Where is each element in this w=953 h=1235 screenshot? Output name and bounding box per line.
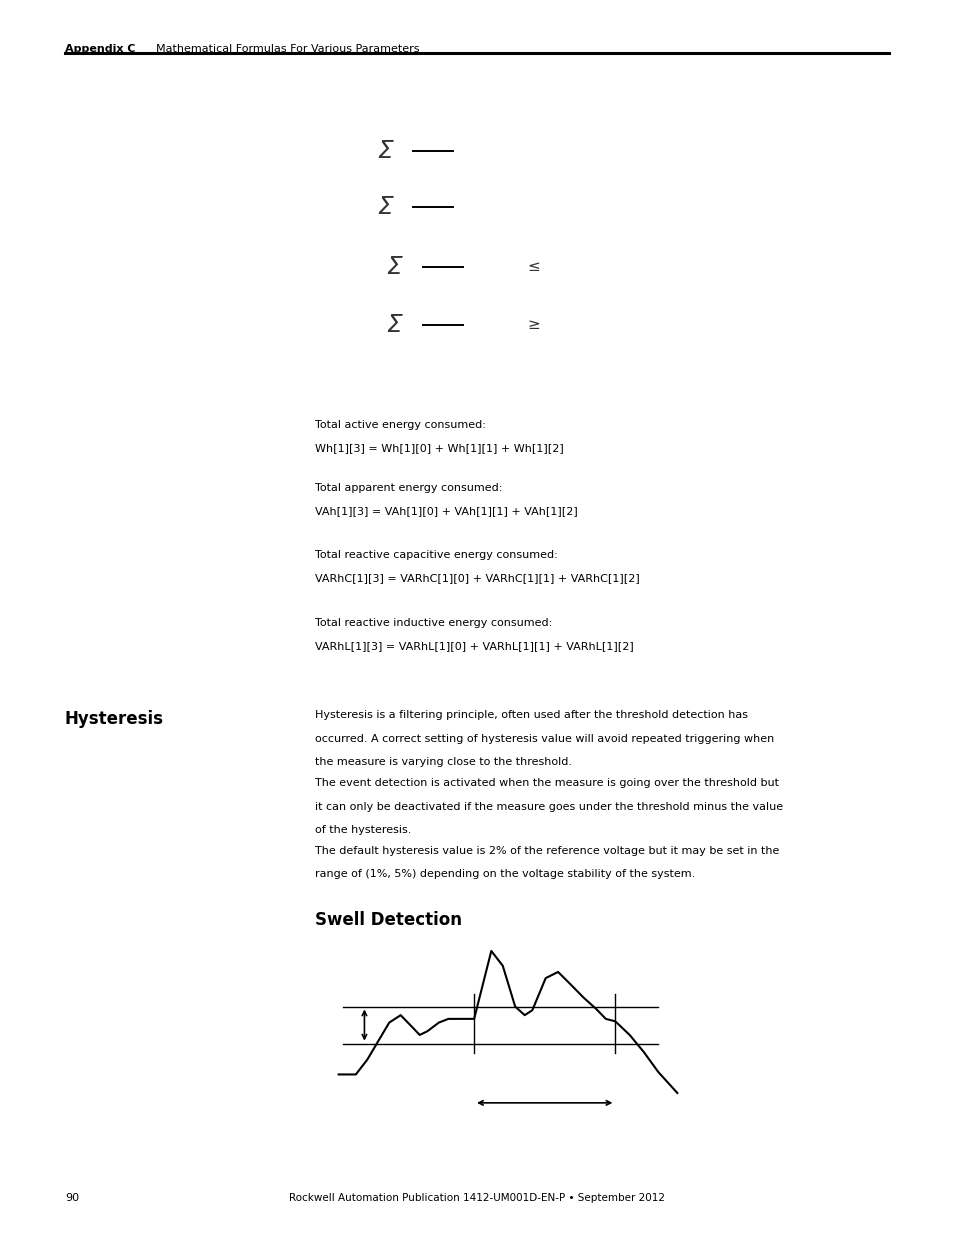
Text: VAh[1][3] = VAh[1][0] + VAh[1][1] + VAh[1][2]: VAh[1][3] = VAh[1][0] + VAh[1][1] + VAh[…	[314, 506, 577, 516]
Text: Appendix C: Appendix C	[65, 43, 135, 54]
Text: of the hysteresis.: of the hysteresis.	[314, 825, 411, 835]
Text: Wh[1][3] = Wh[1][0] + Wh[1][1] + Wh[1][2]: Wh[1][3] = Wh[1][0] + Wh[1][1] + Wh[1][2…	[314, 443, 563, 453]
Text: The default hysteresis value is 2% of the reference voltage but it may be set in: The default hysteresis value is 2% of th…	[314, 846, 779, 856]
Text: 90: 90	[65, 1193, 79, 1203]
Text: the measure is varying close to the threshold.: the measure is varying close to the thre…	[314, 757, 571, 767]
Text: Total apparent energy consumed:: Total apparent energy consumed:	[314, 483, 501, 493]
Text: Σ: Σ	[376, 195, 393, 220]
Text: Total reactive inductive energy consumed:: Total reactive inductive energy consumed…	[314, 618, 552, 627]
Text: occurred. A correct setting of hysteresis value will avoid repeated triggering w: occurred. A correct setting of hysteresi…	[314, 734, 773, 743]
Text: it can only be deactivated if the measure goes under the threshold minus the val: it can only be deactivated if the measur…	[314, 802, 782, 811]
Text: VARhL[1][3] = VARhL[1][0] + VARhL[1][1] + VARhL[1][2]: VARhL[1][3] = VARhL[1][0] + VARhL[1][1] …	[314, 641, 633, 651]
Text: Total active energy consumed:: Total active energy consumed:	[314, 420, 485, 430]
Text: Hysteresis is a filtering principle, often used after the threshold detection ha: Hysteresis is a filtering principle, oft…	[314, 710, 747, 720]
Text: Rockwell Automation Publication 1412-UM001D-EN-P • September 2012: Rockwell Automation Publication 1412-UM0…	[289, 1193, 664, 1203]
Text: Σ: Σ	[386, 254, 402, 279]
Text: range of (1%, 5%) depending on the voltage stability of the system.: range of (1%, 5%) depending on the volta…	[314, 869, 695, 879]
Text: Mathematical Formulas For Various Parameters: Mathematical Formulas For Various Parame…	[155, 43, 418, 54]
Text: ≤: ≤	[527, 259, 540, 274]
Text: Hysteresis: Hysteresis	[65, 710, 164, 729]
Text: Σ: Σ	[386, 312, 402, 337]
Text: ≥: ≥	[527, 317, 540, 332]
Text: Swell Detection: Swell Detection	[314, 911, 461, 930]
Text: VARhC[1][3] = VARhC[1][0] + VARhC[1][1] + VARhC[1][2]: VARhC[1][3] = VARhC[1][0] + VARhC[1][1] …	[314, 573, 639, 583]
Text: Total reactive capacitive energy consumed:: Total reactive capacitive energy consume…	[314, 550, 557, 559]
Text: The event detection is activated when the measure is going over the threshold bu: The event detection is activated when th…	[314, 778, 778, 788]
Text: Σ: Σ	[376, 138, 393, 163]
